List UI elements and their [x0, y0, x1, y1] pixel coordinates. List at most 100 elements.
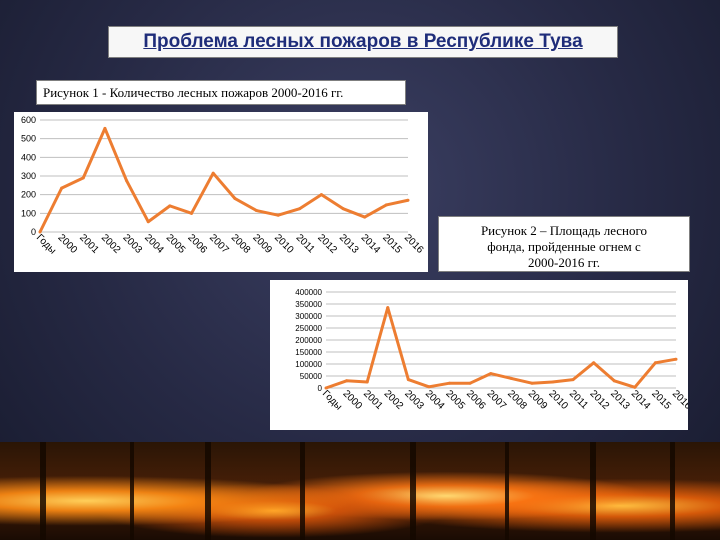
x-tick-label: 2014	[629, 388, 653, 412]
data-point	[81, 176, 85, 180]
y-tick-label: 200000	[295, 336, 322, 345]
y-tick-label: 300	[21, 171, 36, 181]
x-tick-label: 2016	[670, 388, 688, 412]
data-point	[386, 306, 390, 310]
data-point	[276, 213, 280, 217]
data-point	[468, 381, 472, 385]
data-point	[612, 379, 616, 383]
x-tick-label: 2004	[142, 232, 166, 256]
burned-area-chart: 0 50000 100000 150000 200000 250000 300000 3500…	[295, 288, 693, 412]
x-tick-label: 2008	[229, 232, 253, 256]
x-tick-label: 2013	[337, 232, 361, 256]
data-point	[168, 204, 172, 208]
x-tick-label: 2013	[608, 388, 632, 412]
fires-count-chart: 0100200300400500600Годы20002001200220032…	[21, 115, 426, 256]
x-tick-label: 2001	[361, 388, 385, 412]
chart1-area: 0 100 200 300 400 500 600 Годы 2000 2001 2002 2003 2…	[14, 112, 428, 272]
data-point	[509, 376, 513, 380]
x-tick-label: 2011	[294, 232, 317, 255]
data-point	[406, 198, 410, 202]
y-tick-label: 350000	[295, 300, 322, 309]
x-tick-label: 2011	[567, 388, 590, 411]
figure2-caption-line1: Рисунок 2 – Площадь лесного	[480, 223, 648, 238]
figure2-caption-line3: 2000-2016 гг.	[527, 255, 601, 270]
x-tick-label: 2012	[588, 388, 612, 412]
x-tick-label: 2006	[185, 232, 209, 256]
x-tick-label: 2009	[250, 232, 274, 256]
data-point	[530, 381, 534, 385]
data-point	[653, 361, 657, 365]
data-point	[38, 230, 42, 234]
x-tick-label: Годы	[34, 232, 58, 256]
data-point	[324, 386, 328, 390]
data-point	[211, 171, 215, 175]
y-tick-label: 0	[31, 227, 36, 237]
x-tick-label: 2004	[423, 388, 447, 412]
y-tick-label: 500	[21, 134, 36, 144]
data-point	[406, 378, 410, 382]
y-tick-label: 400000	[295, 288, 322, 297]
data-point	[190, 211, 194, 215]
x-tick-label: 2010	[546, 388, 570, 412]
series-line	[325, 306, 677, 390]
data-point	[341, 207, 345, 211]
x-tick-label: 2000	[340, 388, 364, 412]
data-point	[633, 385, 637, 389]
x-tick-label: 2008	[505, 388, 529, 412]
y-tick-label: 600	[21, 115, 36, 125]
x-tick-label: 2005	[443, 388, 467, 412]
data-point	[363, 215, 367, 219]
data-point	[233, 196, 237, 200]
x-tick-label: 2007	[485, 388, 509, 412]
chart2-area: 0 50000 100000 150000 200000 250000 300000 3500…	[270, 280, 694, 430]
x-tick-label: 2010	[272, 232, 296, 256]
data-point	[448, 381, 452, 385]
x-tick-label: Годы	[320, 388, 344, 412]
data-point	[60, 186, 64, 190]
x-tick-label: 2001	[77, 232, 101, 256]
y-tick-label: 400	[21, 152, 36, 162]
y-tick-label: 200	[21, 190, 36, 200]
x-tick-label: 2007	[207, 232, 231, 256]
data-point	[345, 379, 349, 383]
data-point	[365, 380, 369, 384]
x-tick-label: 2006	[464, 388, 488, 412]
x-tick-label: 2003	[402, 388, 426, 412]
forest-fire-photo	[0, 442, 720, 540]
x-tick-label: 2015	[649, 388, 673, 412]
data-point	[298, 207, 302, 211]
y-tick-label: 0	[318, 384, 323, 393]
x-tick-label: 2005	[164, 232, 188, 256]
data-point	[319, 193, 323, 197]
x-tick-label: 2014	[359, 232, 383, 256]
x-tick-label: 2000	[56, 232, 80, 256]
y-tick-label: 50000	[300, 372, 323, 381]
x-tick-label: 2002	[99, 232, 123, 256]
x-tick-label: 2012	[315, 232, 339, 256]
x-tick-label: 2009	[526, 388, 550, 412]
figure1-caption: Рисунок 1 - Количество лесных пожаров 20…	[36, 80, 406, 105]
data-point	[427, 385, 431, 389]
x-tick-label: 2015	[380, 232, 404, 256]
data-point	[592, 361, 596, 365]
figure2-caption: Рисунок 2 – Площадь лесного фонда, пройд…	[438, 216, 690, 272]
data-point	[550, 380, 554, 384]
y-tick-label: 100000	[295, 360, 322, 369]
data-point	[103, 126, 107, 130]
data-point	[571, 378, 575, 382]
data-point	[384, 203, 388, 207]
data-point	[146, 220, 150, 224]
y-tick-label: 100	[21, 208, 36, 218]
x-tick-label: 2003	[120, 232, 144, 256]
y-tick-label: 250000	[295, 324, 322, 333]
y-tick-label: 300000	[295, 312, 322, 321]
slide-title: Проблема лесных пожаров в Республике Тув…	[143, 31, 583, 52]
x-tick-label: 2016	[402, 232, 426, 256]
data-point	[254, 209, 258, 213]
slide-title-box: Проблема лесных пожаров в Республике Тув…	[108, 26, 618, 58]
data-point	[674, 357, 678, 361]
data-point	[125, 179, 129, 183]
figure2-caption-line2: фонда, пройденные огнем с	[487, 239, 641, 254]
y-tick-label: 150000	[295, 348, 322, 357]
series-line	[38, 126, 409, 233]
